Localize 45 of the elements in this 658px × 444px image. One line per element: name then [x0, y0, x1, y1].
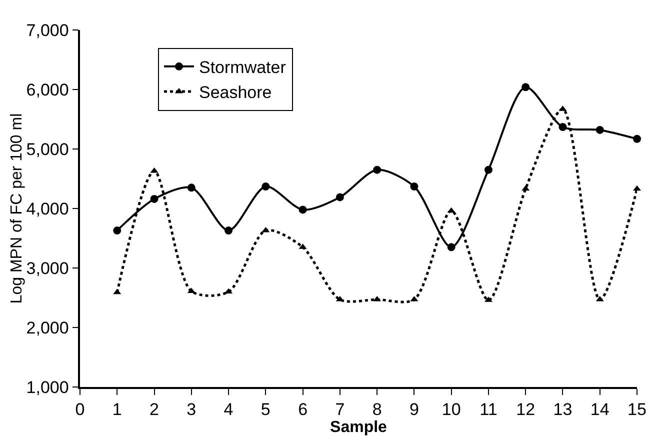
- point: [262, 182, 270, 190]
- y-axis-title: Log MPN of FC per 100 ml: [8, 113, 26, 304]
- x-tick-label: 13: [553, 400, 572, 420]
- legend-label: Seashore: [198, 83, 272, 102]
- x-tick-label: 10: [442, 400, 461, 420]
- x-tick-label: 1: [112, 400, 122, 420]
- point: [187, 184, 196, 192]
- point: [373, 166, 382, 174]
- x-tick-label: 8: [372, 400, 382, 420]
- x-tick-label: 15: [628, 400, 646, 420]
- x-tick-label: 9: [409, 400, 419, 420]
- x-tick-label: 7: [335, 400, 345, 420]
- point: [224, 226, 233, 235]
- point: [558, 122, 567, 131]
- point: [522, 185, 530, 191]
- y-tick-label: 5,000: [26, 140, 69, 159]
- point: [150, 194, 158, 203]
- point: [484, 166, 492, 174]
- y-tick-label: 7,000: [26, 20, 69, 40]
- y-tick-label: 6,000: [26, 80, 69, 100]
- x-tick-label: 2: [150, 400, 160, 420]
- point: [298, 206, 307, 214]
- x-tick-label: 0: [75, 400, 85, 420]
- y-tick-label: 2,000: [26, 318, 69, 338]
- y-tick-label: 3,000: [26, 258, 69, 278]
- x-tick-label: 3: [186, 400, 196, 420]
- point: [113, 226, 122, 235]
- y-tick-label: 1,000: [26, 378, 69, 397]
- x-tick-label: 5: [260, 400, 270, 420]
- legend-label: Stormwater: [198, 58, 286, 78]
- x-axis-title: Sample: [330, 419, 388, 436]
- x-tick-label: 12: [516, 400, 536, 420]
- x-tick-label: 6: [298, 400, 308, 420]
- point: [113, 288, 122, 294]
- y-tick-label: 4,000: [26, 199, 69, 218]
- point: [447, 243, 456, 252]
- point: [336, 193, 344, 202]
- point: [522, 83, 530, 92]
- x-tick-label: 14: [590, 400, 610, 420]
- point: [447, 207, 456, 213]
- x-tick-label: 4: [224, 400, 234, 420]
- point: [596, 126, 604, 134]
- point: [633, 134, 641, 143]
- x-tick-label: 11: [480, 400, 498, 420]
- point: [410, 182, 418, 190]
